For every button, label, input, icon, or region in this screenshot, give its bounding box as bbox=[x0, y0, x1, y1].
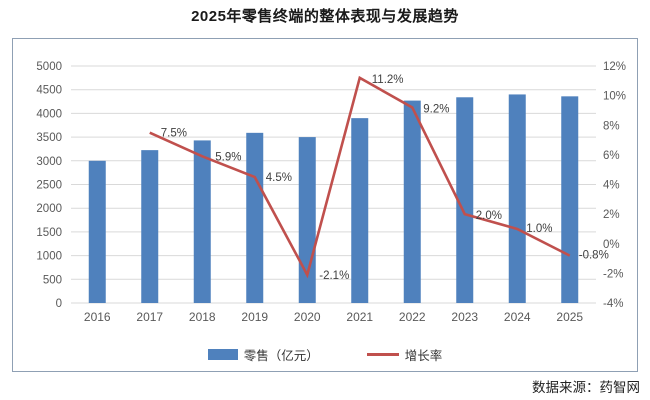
left-axis-tick-label: 1500 bbox=[36, 227, 62, 239]
left-axis-tick-label: 4000 bbox=[36, 108, 62, 120]
combo-chart: 0 500 1000 1500 2000 2500 3000 3500 4000 4500 5000… bbox=[36, 61, 626, 324]
chart-container: 0 500 1000 1500 2000 2500 3000 3500 4000 4500 5000… bbox=[12, 38, 638, 372]
growth-data-label: 11.2% bbox=[372, 74, 404, 86]
left-axis-tick-label: 2000 bbox=[36, 203, 62, 215]
growth-data-label: 9.2% bbox=[423, 103, 449, 115]
right-axis-tick-label: 8% bbox=[603, 120, 620, 132]
growth-data-label: -2.1% bbox=[319, 270, 349, 282]
bar-2018 bbox=[193, 140, 211, 303]
left-axis-tick-label: 4500 bbox=[36, 85, 62, 97]
right-axis-tick-label: 12% bbox=[603, 61, 626, 73]
growth-rate-line bbox=[149, 75, 571, 279]
growth-data-label: 2.0% bbox=[476, 210, 502, 222]
bar-2023 bbox=[456, 97, 474, 303]
left-axis-tick-label: 0 bbox=[56, 298, 62, 310]
x-axis-label-2025: 2025 bbox=[556, 310, 583, 324]
right-axis-tick-label: 0% bbox=[603, 239, 620, 251]
legend-item-growth: 增长率 bbox=[366, 345, 443, 364]
growth-data-label: 5.9% bbox=[215, 151, 241, 163]
legend-item-retail: 零售（亿元） bbox=[207, 345, 319, 364]
left-axis-tick-label: 1000 bbox=[36, 251, 62, 263]
right-axis-tick-label: 2% bbox=[603, 209, 620, 221]
left-axis-tick-label: 5000 bbox=[36, 61, 62, 73]
growth-data-label: 1.0% bbox=[526, 223, 552, 235]
bar-series-swatch-icon bbox=[207, 349, 238, 360]
x-axis-label-2024: 2024 bbox=[504, 310, 531, 324]
chart-title: 2025年零售终端的整体表现与发展趋势 bbox=[191, 8, 459, 25]
growth-data-label: -0.8% bbox=[579, 250, 609, 262]
bar-2020 bbox=[298, 137, 316, 303]
bar-2016 bbox=[88, 160, 106, 303]
right-axis-tick-label: 6% bbox=[603, 150, 620, 162]
growth-data-label: 7.5% bbox=[161, 128, 187, 140]
left-axis-tick-label: 2500 bbox=[36, 180, 62, 192]
right-axis-tick-label: -4% bbox=[603, 298, 623, 310]
bar-2024 bbox=[508, 94, 526, 303]
x-axis-label-2018: 2018 bbox=[189, 310, 216, 324]
left-axis-tick-label: 3000 bbox=[36, 156, 62, 168]
chart-legend: 零售（亿元） 增长率 bbox=[13, 345, 637, 364]
x-axis-label-2020: 2020 bbox=[294, 310, 321, 324]
right-axis-tick-label: -2% bbox=[603, 268, 623, 280]
bar-2019 bbox=[246, 132, 264, 303]
legend-label-growth: 增长率 bbox=[404, 349, 443, 363]
growth-data-label: 4.5% bbox=[266, 172, 292, 184]
legend-label-retail: 零售（亿元） bbox=[243, 349, 319, 363]
x-axis-label-2016: 2016 bbox=[84, 310, 111, 324]
x-axis-label-2021: 2021 bbox=[346, 310, 373, 324]
line-series-swatch-icon bbox=[366, 353, 399, 356]
bar-2025 bbox=[561, 96, 579, 303]
x-axis-label-2017: 2017 bbox=[136, 310, 163, 324]
x-axis-label-2019: 2019 bbox=[241, 310, 268, 324]
right-axis-tick-label: 4% bbox=[603, 180, 620, 192]
right-axis-tick-label: 10% bbox=[603, 91, 626, 103]
x-axis-label-2022: 2022 bbox=[399, 310, 426, 324]
bar-2017 bbox=[141, 150, 159, 303]
bar-2021 bbox=[351, 118, 369, 303]
bar-2022 bbox=[403, 100, 421, 303]
left-axis-tick-label: 3500 bbox=[36, 132, 62, 144]
left-axis-tick-label: 500 bbox=[43, 274, 62, 286]
x-axis-label-2023: 2023 bbox=[451, 310, 478, 324]
data-source-note: 数据来源：药智网 bbox=[532, 380, 640, 395]
